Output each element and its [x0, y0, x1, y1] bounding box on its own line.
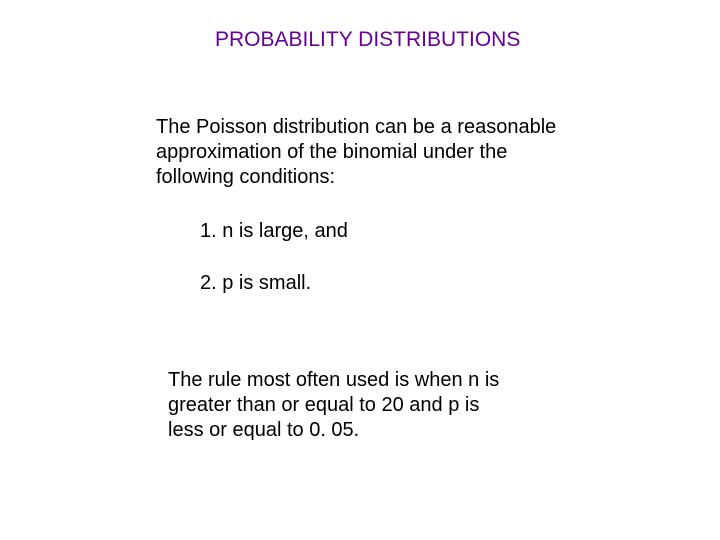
rule-paragraph: The rule most often used is when n is gr…: [168, 368, 508, 443]
page-title: PROBABILITY DISTRIBUTIONS: [215, 28, 520, 52]
intro-paragraph: The Poisson distribution can be a reason…: [156, 115, 566, 190]
condition-1: 1. n is large, and: [200, 220, 348, 243]
condition-2: 2. p is small.: [200, 272, 311, 295]
